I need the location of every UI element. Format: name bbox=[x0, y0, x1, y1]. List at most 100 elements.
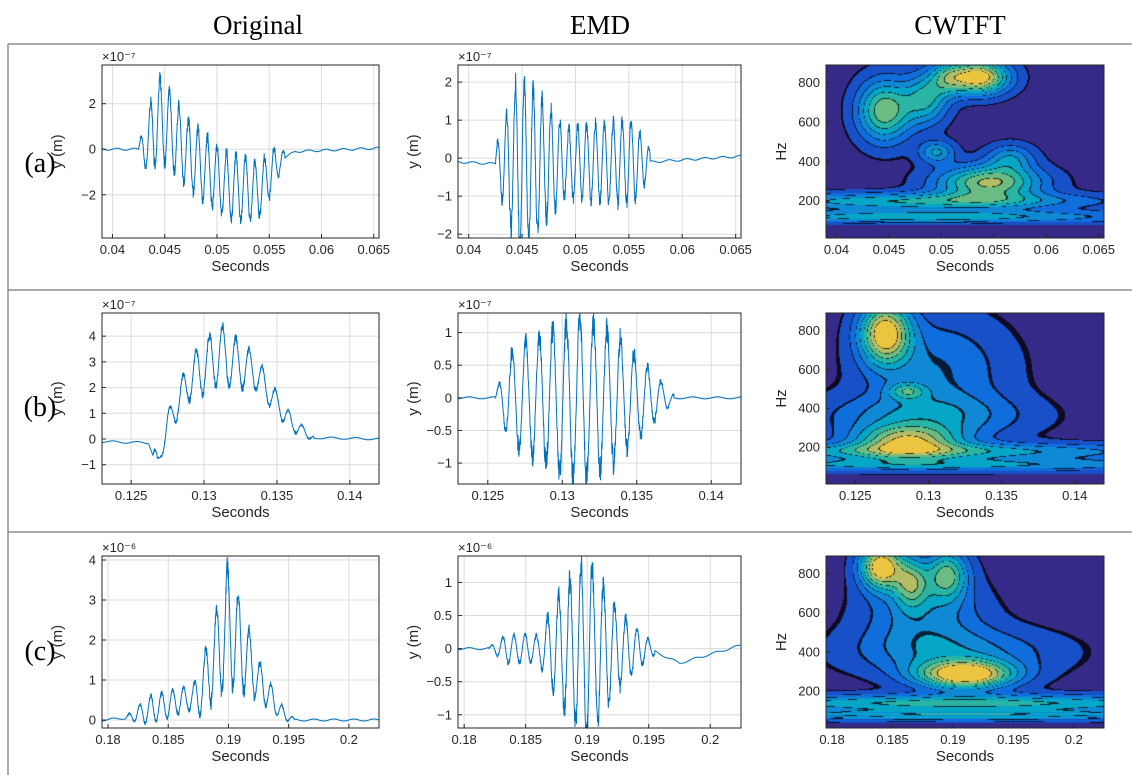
y-tick-label: −1 bbox=[437, 456, 452, 471]
x-tick-label: 0.05 bbox=[204, 242, 229, 257]
y-tick-label: 400 bbox=[798, 154, 820, 169]
x-tick-label: 0.06 bbox=[309, 242, 334, 257]
x-tick-label: 0.045 bbox=[148, 242, 181, 257]
row-label-b: (b) bbox=[24, 392, 57, 423]
axes-frame bbox=[825, 312, 1105, 485]
x-tick-label: 0.05 bbox=[563, 242, 588, 257]
axis-exponent: ×10⁻⁷ bbox=[102, 49, 136, 64]
x-tick-label: 0.06 bbox=[1034, 242, 1059, 257]
panel-a-emd: 0.04 0.045 0.05 0.055 0.06 0.065 −2 −1 0 1 2 Second… bbox=[405, 49, 752, 275]
y-tick-label: −1 bbox=[81, 457, 96, 472]
y-tick-label: 800 bbox=[798, 75, 820, 90]
y-tick-label: 1 bbox=[89, 673, 96, 688]
y-axis-label: Hz bbox=[773, 142, 790, 160]
y-tick-label: 800 bbox=[798, 323, 820, 338]
y-axis-label: y (m) bbox=[405, 381, 422, 415]
panel-a-original: 0.04 0.045 0.05 0.055 0.06 0.065 −2 0 2 Seconds y … bbox=[49, 49, 390, 275]
y-tick-label: 200 bbox=[798, 440, 820, 455]
panels: 0.04 0.045 0.05 0.055 0.06 0.065 −2 0 2 Seconds y … bbox=[49, 49, 1115, 765]
x-tick-label: 0.135 bbox=[261, 488, 294, 503]
x-tick-label: 0.19 bbox=[940, 732, 965, 747]
axes-frame bbox=[101, 312, 380, 485]
x-axis-label: Seconds bbox=[570, 258, 628, 275]
y-tick-label: 0 bbox=[445, 641, 452, 656]
series-line bbox=[458, 72, 741, 238]
series-line bbox=[102, 71, 379, 225]
y-tick-label: 600 bbox=[798, 605, 820, 620]
y-tick-label: 4 bbox=[89, 553, 96, 568]
y-axis-label: Hz bbox=[773, 389, 790, 407]
y-tick-label: 0.5 bbox=[434, 358, 452, 373]
contour-field bbox=[826, 556, 1104, 728]
series-line bbox=[102, 322, 379, 460]
y-tick-label: −1 bbox=[437, 707, 452, 722]
panel-b-cwtft: 0.125 0.13 0.135 0.14 200 400 600 800 Seconds Hz bbox=[773, 312, 1105, 521]
column-header-emd: EMD bbox=[570, 10, 630, 40]
x-tick-label: 0.055 bbox=[613, 242, 646, 257]
series-line bbox=[458, 313, 741, 484]
y-tick-label: 3 bbox=[89, 354, 96, 369]
y-tick-label: 2 bbox=[89, 633, 96, 648]
x-tick-label: 0.185 bbox=[509, 732, 542, 747]
y-axis-label: y (m) bbox=[405, 134, 422, 168]
y-tick-label: 2 bbox=[445, 75, 452, 90]
axis-exponent: ×10⁻⁶ bbox=[458, 540, 492, 555]
x-tick-label: 0.055 bbox=[978, 242, 1011, 257]
panel-c-cwtft: 0.18 0.185 0.19 0.195 0.2 200 400 600 800 Seconds… bbox=[773, 555, 1105, 765]
x-tick-label: 0.195 bbox=[272, 732, 305, 747]
x-tick-label: 0.19 bbox=[575, 732, 600, 747]
x-tick-label: 0.04 bbox=[824, 242, 849, 257]
contour-field bbox=[826, 313, 1104, 484]
y-tick-label: 0 bbox=[445, 390, 452, 405]
x-tick-label: 0.125 bbox=[472, 488, 505, 503]
x-axis-label: Seconds bbox=[211, 504, 269, 521]
y-tick-label: 200 bbox=[798, 193, 820, 208]
y-tick-label: −2 bbox=[437, 227, 452, 242]
x-tick-label: 0.2 bbox=[701, 732, 719, 747]
series-line bbox=[102, 557, 379, 725]
x-tick-label: 0.065 bbox=[358, 242, 391, 257]
panel-b-emd: 0.125 0.13 0.135 0.14 −1 −0.5 0 0.5 1 Seconds y (m… bbox=[405, 297, 742, 521]
x-tick-label: 0.04 bbox=[100, 242, 125, 257]
y-tick-label: 0 bbox=[89, 142, 96, 157]
y-tick-label: −2 bbox=[81, 187, 96, 202]
x-tick-label: 0.18 bbox=[451, 732, 476, 747]
x-tick-label: 0.13 bbox=[550, 488, 575, 503]
series-line bbox=[458, 556, 741, 728]
y-tick-label: 800 bbox=[798, 566, 820, 581]
x-tick-label: 0.14 bbox=[337, 488, 362, 503]
x-tick-label: 0.045 bbox=[873, 242, 906, 257]
x-tick-label: 0.055 bbox=[253, 242, 286, 257]
x-tick-label: 0.13 bbox=[191, 488, 216, 503]
axes-frame bbox=[457, 555, 742, 729]
x-tick-label: 0.195 bbox=[632, 732, 665, 747]
x-tick-label: 0.125 bbox=[115, 488, 148, 503]
row-label-a: (a) bbox=[24, 148, 55, 179]
x-tick-label: 0.18 bbox=[819, 732, 844, 747]
axes-frame bbox=[101, 555, 380, 729]
x-tick-label: 0.14 bbox=[699, 488, 724, 503]
axis-exponent: ×10⁻⁶ bbox=[102, 540, 136, 555]
x-axis-label: Seconds bbox=[211, 748, 269, 765]
x-tick-label: 0.05 bbox=[929, 242, 954, 257]
x-tick-label: 0.2 bbox=[340, 732, 358, 747]
y-tick-label: 400 bbox=[798, 644, 820, 659]
y-tick-label: −1 bbox=[437, 189, 452, 204]
axes-frame bbox=[457, 64, 742, 239]
x-tick-label: 0.125 bbox=[839, 488, 872, 503]
y-tick-label: 0 bbox=[89, 432, 96, 447]
x-axis-label: Seconds bbox=[936, 258, 994, 275]
x-tick-label: 0.04 bbox=[456, 242, 481, 257]
x-axis-label: Seconds bbox=[570, 748, 628, 765]
axes-frame bbox=[101, 64, 380, 239]
y-tick-label: 0 bbox=[89, 713, 96, 728]
x-tick-label: 0.195 bbox=[997, 732, 1030, 747]
y-tick-label: 3 bbox=[89, 593, 96, 608]
x-tick-label: 0.14 bbox=[1062, 488, 1087, 503]
axis-exponent: ×10⁻⁷ bbox=[458, 297, 492, 312]
y-tick-label: 1 bbox=[89, 406, 96, 421]
panel-c-emd: 0.18 0.185 0.19 0.195 0.2 −1 −0.5 0 0.5 1 Seconds y… bbox=[405, 540, 742, 765]
axis-exponent: ×10⁻⁷ bbox=[102, 297, 136, 312]
x-axis-label: Seconds bbox=[211, 258, 269, 275]
x-tick-label: 0.13 bbox=[916, 488, 941, 503]
